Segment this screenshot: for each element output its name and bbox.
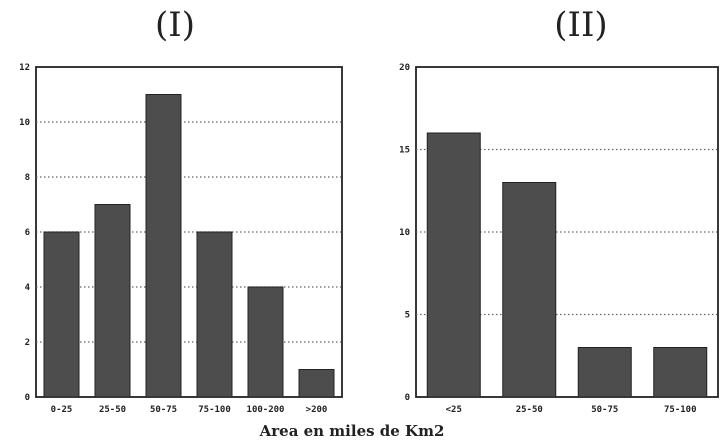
y-tick-label: 5 bbox=[405, 311, 410, 321]
x-tick-label: 50-75 bbox=[591, 405, 618, 415]
y-tick-labels: 0 2 4 6 8 10 12 bbox=[19, 63, 30, 403]
y-tick-labels: 0 5 10 15 20 bbox=[399, 63, 410, 403]
bar bbox=[43, 231, 80, 398]
x-tick-label: <25 bbox=[446, 405, 462, 415]
panel-ii: (II) 0 5 10 15 20 <25 25-50 50-75 75-100 bbox=[399, 5, 719, 415]
y-tick-label: 10 bbox=[399, 228, 410, 238]
y-tick-label: 8 bbox=[25, 173, 30, 183]
x-tick-label: >200 bbox=[306, 405, 328, 415]
x-tick-label: 100-200 bbox=[247, 405, 285, 415]
panel-title: (II) bbox=[554, 5, 607, 45]
bar bbox=[577, 347, 632, 398]
panel-i: (I) 0 2 4 6 8 10 12 0-25 25-50 50-75 75-100 100-20… bbox=[19, 5, 343, 415]
gridlines bbox=[36, 121, 342, 343]
y-tick-label: 0 bbox=[405, 393, 410, 403]
bar bbox=[94, 204, 131, 398]
x-tick-label: 75-100 bbox=[664, 405, 697, 415]
bar bbox=[426, 132, 481, 398]
y-tick-label: 12 bbox=[19, 63, 30, 73]
y-tick-label: 20 bbox=[399, 63, 410, 73]
x-tick-label: 25-50 bbox=[516, 405, 543, 415]
bar bbox=[247, 286, 284, 398]
y-tick-label: 15 bbox=[399, 146, 410, 156]
bar bbox=[145, 94, 182, 398]
bar bbox=[502, 182, 557, 398]
y-tick-label: 6 bbox=[25, 228, 30, 238]
x-tick-label: 0-25 bbox=[51, 405, 73, 415]
bar bbox=[653, 347, 708, 398]
y-tick-label: 0 bbox=[25, 393, 30, 403]
bars bbox=[426, 132, 708, 398]
y-tick-label: 4 bbox=[25, 283, 31, 293]
x-tick-label: 50-75 bbox=[150, 405, 177, 415]
x-axis-label: Area en miles de Km2 bbox=[259, 422, 445, 440]
panel-title: (I) bbox=[155, 5, 195, 45]
x-tick-label: 75-100 bbox=[198, 405, 231, 415]
bar bbox=[196, 231, 233, 398]
x-tick-labels: 0-25 25-50 50-75 75-100 100-200 >200 bbox=[51, 405, 328, 415]
y-tick-label: 2 bbox=[25, 338, 30, 348]
bars bbox=[43, 94, 335, 398]
x-tick-labels: <25 25-50 50-75 75-100 bbox=[446, 405, 697, 415]
bar bbox=[298, 369, 335, 398]
y-tick-label: 10 bbox=[19, 118, 30, 128]
x-tick-label: 25-50 bbox=[99, 405, 126, 415]
